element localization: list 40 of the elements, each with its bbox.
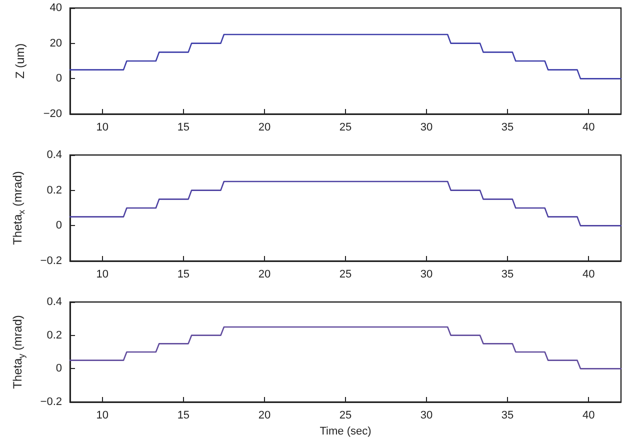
x-tick-label: 10 [96,268,109,280]
y-axis-title: Thetay (mrad) [10,315,26,389]
y-tick-label: 0.4 [46,296,62,308]
x-axis-title: Time (sec) [320,425,372,438]
y-tick-label: 0 [56,220,62,232]
x-tick-label: 30 [420,268,433,280]
y-axis-title: Thetax (mrad) [10,171,26,245]
y-tick-label: 0.4 [46,149,62,161]
x-tick-label: 30 [420,410,433,422]
x-tick-label: 40 [582,268,595,280]
y-tick-label: 0.2 [46,329,62,342]
x-tick-label: 35 [501,410,514,422]
y-tick-label: 0 [56,362,62,375]
x-tick-label: 40 [582,122,595,134]
x-tick-label: 20 [258,268,271,280]
line-series [69,326,622,370]
x-tick-label: 35 [501,268,514,280]
x-tick-label: 15 [177,122,190,134]
x-tick-label: 15 [177,268,190,280]
y-tick-label: 20 [50,37,62,50]
line-series [69,34,622,80]
x-tick-label: 35 [501,122,514,134]
y-tick-label: −0.2 [40,255,62,267]
line-series [69,180,622,226]
x-tick-label: 15 [177,410,190,422]
x-tick-label: 10 [96,122,109,134]
x-tick-label: 30 [420,122,433,134]
y-tick-label: 0 [56,72,62,85]
x-tick-label: 20 [258,122,271,134]
x-tick-label: 25 [339,268,352,280]
y-tick-label: 0.2 [46,184,62,196]
y-axis-title: Z (um) [13,43,27,79]
y-tick-label: −20 [43,108,62,120]
y-tick-label: 40 [50,2,62,14]
x-tick-label: 25 [339,410,352,422]
x-tick-label: 20 [258,410,271,422]
x-tick-label: 10 [96,410,109,422]
y-tick-label: −0.2 [40,396,62,408]
x-tick-label: 40 [582,410,595,422]
x-tick-label: 25 [339,122,352,134]
